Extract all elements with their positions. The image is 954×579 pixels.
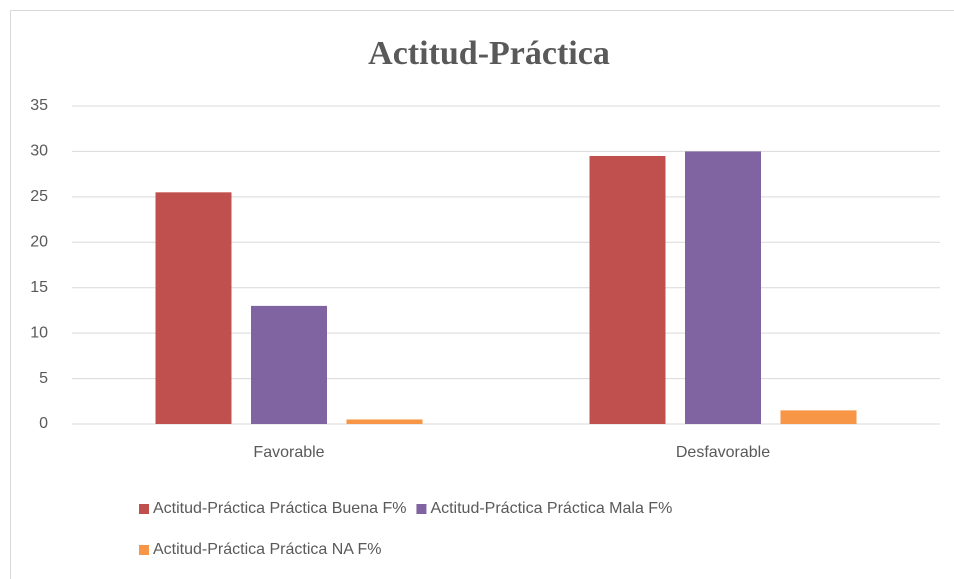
y-tick-label: 10 bbox=[30, 324, 48, 341]
x-tick-label: Favorable bbox=[253, 444, 324, 461]
y-tick-label: 15 bbox=[30, 279, 48, 296]
x-tick-label: Desfavorable bbox=[676, 444, 770, 461]
bar bbox=[685, 151, 761, 424]
legend-label: Actitud-Práctica Práctica Buena F% bbox=[153, 500, 406, 517]
y-tick-label: 30 bbox=[30, 143, 48, 160]
legend-swatch bbox=[416, 504, 427, 514]
bar bbox=[589, 155, 666, 424]
y-tick-label: 5 bbox=[39, 370, 48, 387]
legend-label: Actitud-Práctica Práctica NA F% bbox=[153, 541, 382, 558]
y-tick-label: 20 bbox=[30, 234, 48, 251]
legend-label: Actitud-Práctica Práctica Mala F% bbox=[430, 500, 672, 517]
bar bbox=[155, 192, 232, 424]
bar bbox=[346, 419, 423, 424]
bar bbox=[251, 305, 327, 424]
chart-border bbox=[10, 10, 954, 579]
chart-title: Actitud-Práctica bbox=[368, 35, 610, 72]
y-tick-label: 35 bbox=[30, 97, 48, 114]
legend-swatch bbox=[139, 504, 149, 514]
bar bbox=[780, 410, 857, 424]
legend-swatch bbox=[139, 545, 149, 555]
y-tick-label: 0 bbox=[39, 415, 48, 432]
y-tick-label: 25 bbox=[30, 188, 48, 205]
